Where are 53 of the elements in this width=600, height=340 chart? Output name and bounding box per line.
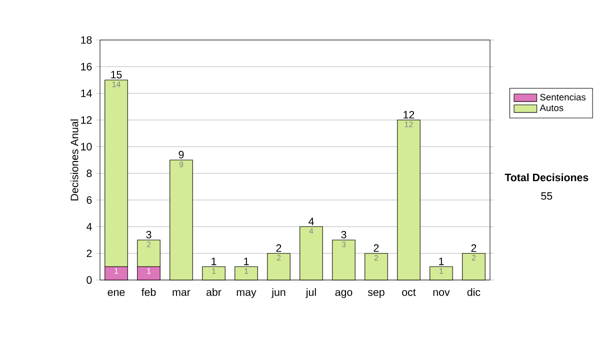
- total-label: 1: [244, 258, 249, 266]
- text: Total Decisiones: [504, 173, 588, 182]
- total-label: 12: [404, 110, 414, 118]
- x-tick-label: feb: [141, 288, 156, 296]
- x-tick-label: mar: [172, 290, 190, 296]
- total-label: 1: [212, 258, 216, 266]
- data-label: 12: [404, 122, 413, 128]
- total-label: 2: [374, 244, 379, 252]
- total-label: 15: [111, 70, 122, 78]
- data-label: 9: [179, 162, 184, 168]
- data-label: 2: [472, 254, 476, 261]
- x-tick-label: jun: [271, 288, 286, 298]
- x-tick-label: nov: [433, 290, 450, 296]
- legend-label: Autos: [540, 104, 564, 112]
- x-tick-label: abr: [206, 288, 222, 296]
- total-label: 1: [439, 258, 444, 266]
- x-tick-label: jul: [306, 288, 316, 298]
- y-tick-label: 10: [81, 142, 92, 150]
- total-label: 9: [178, 150, 184, 158]
- y-tick-label: 14: [81, 90, 92, 98]
- y-tick-label: 8: [86, 170, 92, 178]
- y-tick-label: 6: [86, 196, 92, 204]
- y-tick-label: 12: [81, 116, 92, 124]
- data-label: 2: [146, 242, 151, 248]
- text: 55: [541, 192, 552, 200]
- x-tick-label: sep: [368, 290, 384, 298]
- data-label: 4: [309, 228, 314, 234]
- data-label: 1: [440, 268, 444, 274]
- x-tick-label: may: [236, 290, 256, 298]
- data-label: 3: [342, 242, 346, 248]
- data-label: 1: [114, 268, 118, 274]
- total-label: 2: [276, 244, 282, 252]
- y-tick-label: 0: [86, 276, 92, 284]
- legend-label: Sentencias: [540, 94, 586, 100]
- y-tick-label: 16: [81, 62, 92, 70]
- data-label: 1: [244, 268, 248, 274]
- total-label: 3: [146, 230, 152, 238]
- y-tick-label: 18: [81, 36, 92, 44]
- y-tick-label: 4: [86, 222, 92, 230]
- data-label: 1: [147, 268, 151, 274]
- y-axis-title: Decisiones Anual: [70, 120, 78, 200]
- y-tick-label: 2: [86, 250, 92, 258]
- total-label: 4: [308, 218, 314, 226]
- x-tick-label: ago: [335, 290, 352, 298]
- data-label: 14: [112, 82, 120, 88]
- data-label: 1: [212, 268, 216, 274]
- total-label: 2: [471, 244, 476, 252]
- x-tick-label: dic: [467, 288, 480, 296]
- x-tick-label: ene: [108, 290, 125, 296]
- total-label: 3: [341, 230, 346, 238]
- data-label: 2: [374, 254, 378, 261]
- data-label: 2: [276, 254, 281, 261]
- x-tick-label: oct: [402, 288, 416, 296]
